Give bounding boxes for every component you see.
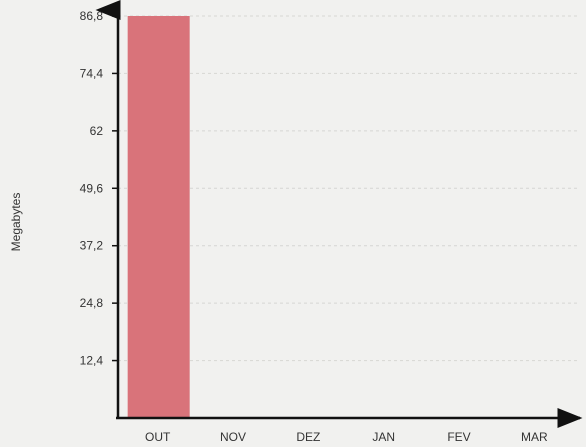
x-axis-ticks: OUT NOV DEZ JAN FEV MAR <box>145 430 548 444</box>
x-tick-label: FEV <box>447 430 470 444</box>
y-axis-title: Megabytes <box>9 193 23 252</box>
x-tick-label: MAR <box>521 430 548 444</box>
x-tick-label: DEZ <box>296 430 320 444</box>
y-tick-label: 37,2 <box>80 239 104 253</box>
bars <box>127 16 190 418</box>
y-tick-label: 74,4 <box>80 66 104 80</box>
y-tick-label: 49,6 <box>80 181 104 195</box>
gridlines <box>118 15 580 362</box>
x-tick-label: OUT <box>145 430 171 444</box>
y-tick-label: 86,8 <box>80 9 104 23</box>
bar-out <box>127 16 190 418</box>
y-axis-ticks: 12,4 24,8 37,2 49,6 62 74,4 86,8 <box>80 9 118 368</box>
x-tick-label: JAN <box>372 430 395 444</box>
y-tick-label: 62 <box>90 124 104 138</box>
y-tick-label: 12,4 <box>80 354 104 368</box>
x-tick-label: NOV <box>220 430 246 444</box>
y-tick-label: 24,8 <box>80 296 104 310</box>
